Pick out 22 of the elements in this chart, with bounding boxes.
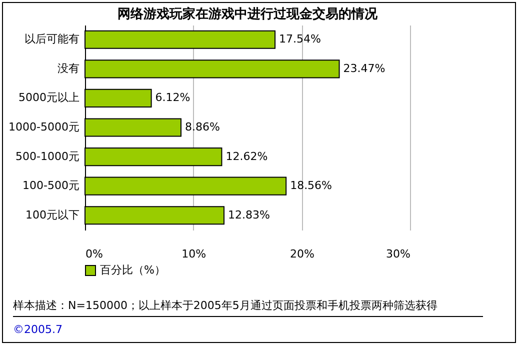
data-label: 12.62% — [226, 150, 268, 163]
data-label: 6.12% — [155, 91, 190, 104]
y-tick-label: 5000元以上 — [18, 91, 80, 104]
data-label: 12.83% — [228, 208, 270, 222]
chart-title: 网络游戏玩家在游戏中进行过现金交易的情况 — [118, 6, 378, 22]
data-label: 17.54% — [279, 32, 321, 46]
data-label: 8.86% — [184, 120, 220, 134]
data-label: 23.47% — [343, 62, 386, 75]
x-tick-label: 20% — [290, 248, 314, 260]
y-tick-label: 100元以下 — [26, 208, 80, 222]
y-tick-label: 以后可能有 — [24, 32, 80, 46]
y-tick-label: 500-1000元 — [16, 150, 80, 163]
x-tick-label: 0% — [86, 248, 103, 260]
legend-label: 百分比（%） — [100, 264, 166, 276]
data-label: 18.56% — [290, 179, 332, 192]
x-tick-label: 30% — [386, 248, 410, 260]
y-tick-label: 没有 — [58, 62, 80, 75]
text: 样本描述：N=150000；以上样本于2005年5月通过页面投票和手机投票两种筛选获得 — [13, 298, 483, 317]
text: ©2005.7 — [13, 323, 62, 336]
y-tick-label: 1000-5000元 — [8, 120, 80, 134]
x-tick-label: 10% — [182, 248, 206, 260]
y-tick-label: 100-500元 — [22, 179, 80, 192]
